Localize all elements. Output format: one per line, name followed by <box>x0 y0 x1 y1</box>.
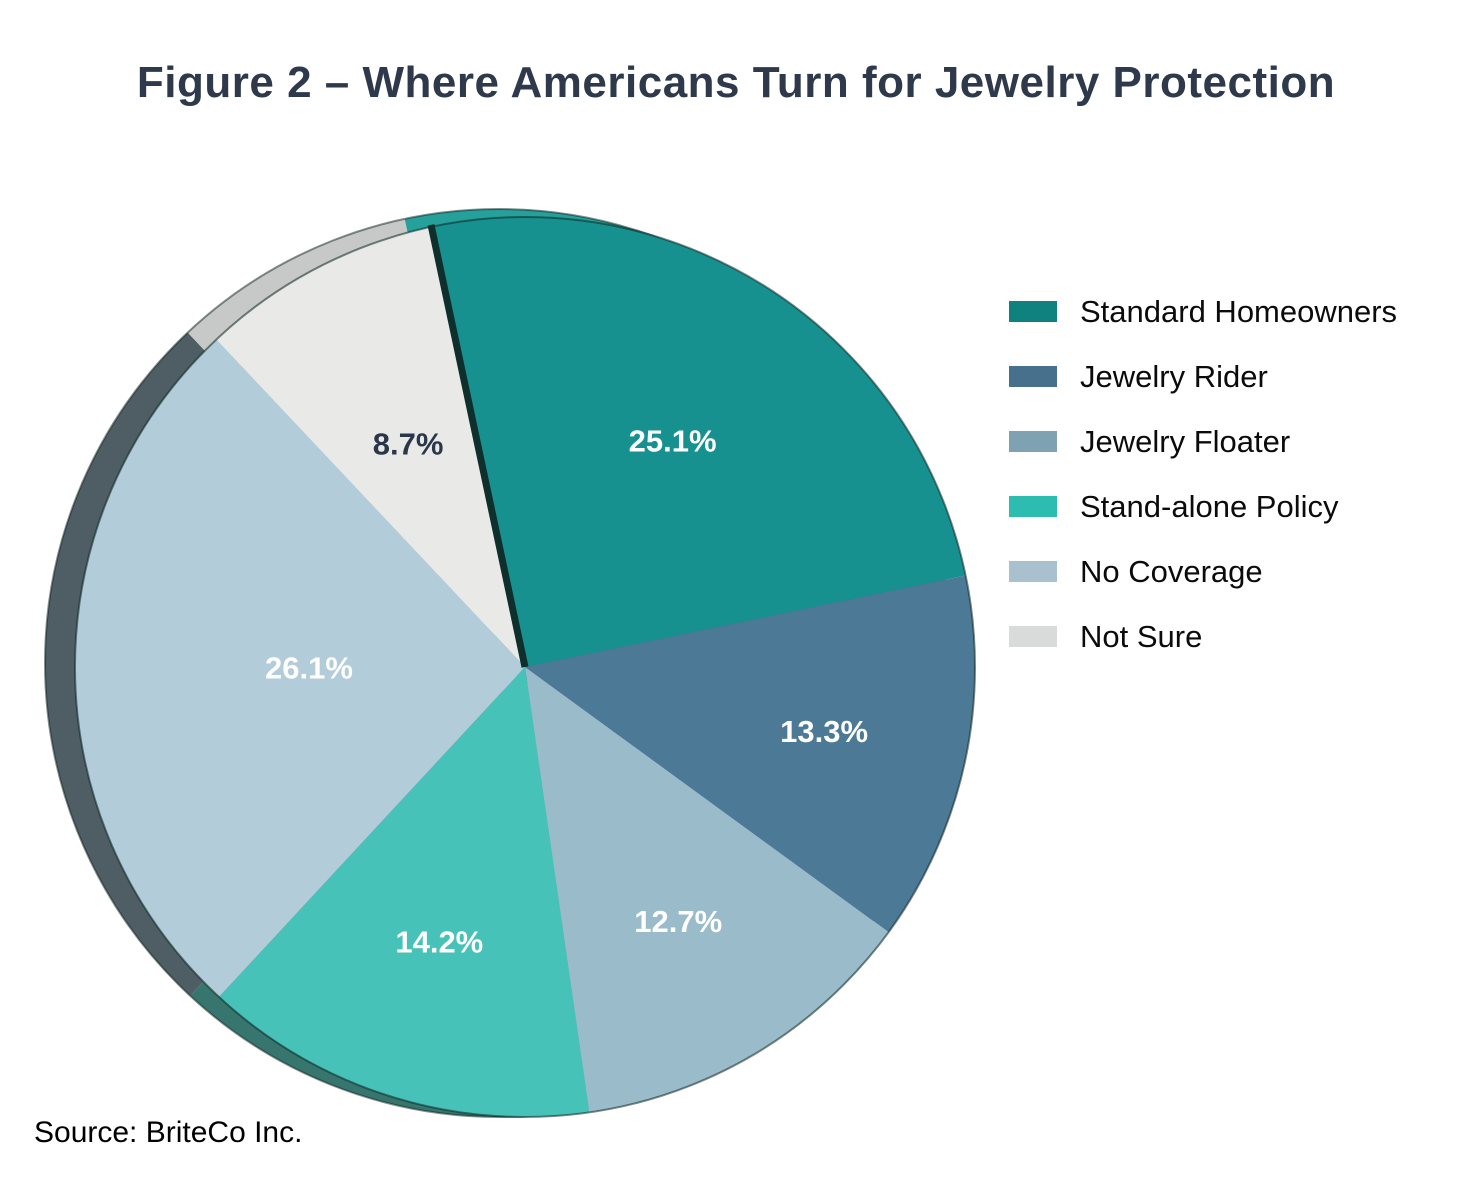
legend-item-standard-homeowners: Standard Homeowners <box>1009 296 1397 327</box>
pie-face-outline <box>74 216 976 1118</box>
figure-title: Figure 2 – Where Americans Turn for Jewe… <box>136 58 1336 107</box>
pie-slice-jewelry-rider <box>525 575 975 933</box>
legend-label-stand-alone-policy: Stand-alone Policy <box>1080 488 1339 524</box>
legend-label-jewelry-floater: Jewelry Floater <box>1080 423 1291 459</box>
legend-item-jewelry-rider: Jewelry Rider <box>1009 361 1397 392</box>
slice-label-standard-homeowners: 25.1% <box>629 423 717 458</box>
source-note: Source: BriteCo Inc. <box>34 1116 303 1149</box>
slice-label-stand-alone-policy: 14.2% <box>395 924 483 959</box>
legend-label-no-coverage: No Coverage <box>1080 553 1263 589</box>
pie-slice-not-sure <box>216 226 525 668</box>
legend-label-standard-homeowners: Standard Homeowners <box>1080 293 1398 329</box>
legend-label-jewelry-rider: Jewelry Rider <box>1080 358 1268 394</box>
legend-item-stand-alone-policy: Stand-alone Policy <box>1009 491 1397 522</box>
legend-swatch-not-sure <box>1009 625 1057 647</box>
slice-label-jewelry-floater: 12.7% <box>634 904 722 939</box>
pie-slice-jewelry-floater <box>525 667 889 1113</box>
legend-item-no-coverage: No Coverage <box>1009 556 1397 587</box>
legend-label-not-sure: Not Sure <box>1080 618 1203 654</box>
legend-item-not-sure: Not Sure <box>1009 621 1397 652</box>
legend-swatch-jewelry-floater <box>1009 430 1057 452</box>
legend-swatch-jewelry-rider <box>1009 365 1057 387</box>
legend-swatch-no-coverage <box>1009 560 1057 582</box>
slice-divider-line <box>427 224 529 668</box>
legend-swatch-stand-alone-policy <box>1009 495 1057 517</box>
pie-slice-no-coverage <box>75 339 525 997</box>
slice-label-no-coverage: 26.1% <box>265 650 353 685</box>
legend: Standard Homeowners Jewelry Rider Jewelry … <box>1009 296 1397 652</box>
pie-slice-stand-alone-policy <box>218 667 590 1117</box>
pie-slice-standard-homeowners <box>431 216 966 667</box>
legend-item-jewelry-floater: Jewelry Floater <box>1009 426 1397 457</box>
slice-label-jewelry-rider: 13.3% <box>780 714 868 749</box>
legend-swatch-standard-homeowners <box>1009 300 1057 322</box>
slice-label-not-sure: 8.7% <box>373 426 444 461</box>
